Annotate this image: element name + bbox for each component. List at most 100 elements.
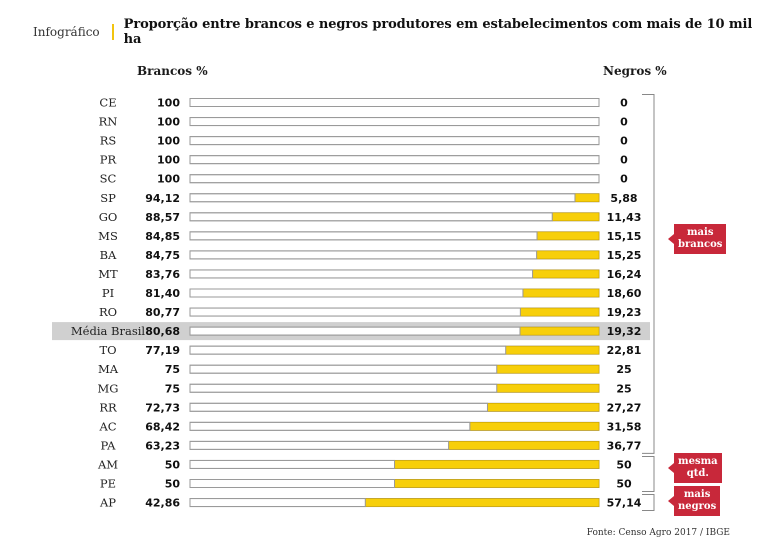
brancos-value-label: 80,68 xyxy=(145,325,180,338)
bar-negros xyxy=(522,288,600,298)
category-label: BA xyxy=(100,248,117,262)
bar-track xyxy=(189,212,600,222)
bar-brancos xyxy=(189,459,395,469)
group-bracket xyxy=(642,455,655,492)
brancos-value-label: 42,86 xyxy=(145,497,180,510)
bar-negros xyxy=(364,498,600,507)
bar-brancos xyxy=(189,212,553,222)
header: Infográfico Proporção entre brancos e ne… xyxy=(33,17,768,47)
category-label: AM xyxy=(97,457,118,471)
negros-value-label: 18,60 xyxy=(607,287,642,300)
category-label: CE xyxy=(99,96,116,110)
bar-brancos xyxy=(189,364,498,374)
bar-negros xyxy=(519,326,600,336)
bar-negros xyxy=(520,307,600,317)
bar-negros xyxy=(496,364,600,374)
header-separator xyxy=(111,24,114,40)
tag-line: mesma xyxy=(678,456,718,467)
chart-title: Proporção entre brancos e negros produto… xyxy=(123,17,753,47)
brancos-value-label: 100 xyxy=(157,135,180,148)
negros-value-label: 31,58 xyxy=(607,420,642,433)
bar-brancos xyxy=(189,174,600,184)
tag-mais-brancos: mais brancos xyxy=(667,224,727,254)
bar-brancos xyxy=(189,155,600,165)
category-label: MA xyxy=(98,362,119,376)
category-label: PI xyxy=(102,286,114,300)
brancos-value-label: 68,42 xyxy=(145,420,180,433)
tag-mesma-qtd: mesma qtd. xyxy=(668,453,722,483)
negros-value-label: 36,77 xyxy=(607,439,642,452)
bar-negros xyxy=(536,250,600,260)
bar-negros xyxy=(536,231,600,241)
negros-value-label: 0 xyxy=(620,116,628,129)
category-label: PA xyxy=(101,438,117,452)
category-label: AC xyxy=(98,419,116,433)
negros-value-label: 15,15 xyxy=(607,230,642,243)
bar-track xyxy=(189,193,600,203)
bar-negros xyxy=(394,479,600,488)
brancos-value-label: 50 xyxy=(165,458,181,471)
bar-track xyxy=(189,155,600,165)
category-label: MG xyxy=(98,381,119,395)
negros-value-label: 11,43 xyxy=(607,211,642,224)
source-note: Fonte: Censo Agro 2017 / IBGE xyxy=(586,528,730,538)
brancos-value-label: 83,76 xyxy=(145,268,180,281)
negros-value-label: 0 xyxy=(620,173,628,186)
bar-brancos xyxy=(189,136,600,146)
bar-brancos xyxy=(189,288,524,298)
tag-line: mais xyxy=(686,227,714,238)
bar-negros xyxy=(505,345,600,355)
brancos-value-label: 72,73 xyxy=(145,401,180,414)
negros-value-label: 19,32 xyxy=(607,325,642,338)
category-label: TO xyxy=(99,343,116,357)
tag-line: mais xyxy=(683,489,711,500)
brancos-value-label: 63,23 xyxy=(145,439,180,452)
brancos-value-label: 75 xyxy=(165,382,180,395)
bar-negros xyxy=(574,193,600,203)
bar-negros xyxy=(496,383,600,393)
negros-value-label: 0 xyxy=(620,135,628,148)
bar-brancos xyxy=(189,193,576,203)
bar-brancos xyxy=(189,98,600,107)
bar-track xyxy=(189,136,600,146)
negros-value-label: 50 xyxy=(616,478,632,491)
brancos-value-label: 84,75 xyxy=(145,249,180,262)
bar-brancos xyxy=(189,250,538,260)
bar-negros xyxy=(532,269,600,279)
brancos-value-label: 100 xyxy=(157,154,180,167)
category-label: MS xyxy=(98,229,118,243)
tag-line: negros xyxy=(678,501,717,512)
brancos-value-label: 81,40 xyxy=(145,287,180,300)
brancos-value-label: 94,12 xyxy=(145,192,180,205)
category-label: Média Brasil xyxy=(71,324,146,338)
category-label: MT xyxy=(98,267,118,281)
brancos-value-label: 75 xyxy=(165,363,180,376)
negros-value-label: 50 xyxy=(616,458,632,471)
brancos-column-header: Brancos % xyxy=(137,64,208,78)
group-bracket xyxy=(642,94,655,454)
bar-brancos xyxy=(189,345,507,355)
bar-brancos xyxy=(189,117,600,127)
bar-brancos xyxy=(189,421,471,431)
negros-value-label: 25 xyxy=(616,363,631,376)
category-label: PR xyxy=(100,153,117,167)
negros-value-label: 22,81 xyxy=(607,344,642,357)
brancos-value-label: 100 xyxy=(157,116,180,129)
bar-brancos xyxy=(189,440,450,450)
negros-value-label: 19,23 xyxy=(607,306,642,319)
negros-value-label: 0 xyxy=(620,154,628,167)
tag-mais-negros: mais negros xyxy=(667,486,721,516)
bar-brancos xyxy=(189,402,488,412)
category-label: RO xyxy=(99,305,117,319)
bar-brancos xyxy=(189,326,521,336)
group-bracket xyxy=(642,494,655,512)
kicker-label: Infográfico xyxy=(33,25,100,39)
negros-value-label: 25 xyxy=(616,382,631,395)
bar-brancos xyxy=(189,269,534,279)
bar-track xyxy=(189,98,600,107)
category-label: RN xyxy=(99,115,118,129)
brancos-value-label: 100 xyxy=(157,173,180,186)
negros-value-label: 57,14 xyxy=(607,497,642,510)
negros-value-label: 5,88 xyxy=(610,192,637,205)
